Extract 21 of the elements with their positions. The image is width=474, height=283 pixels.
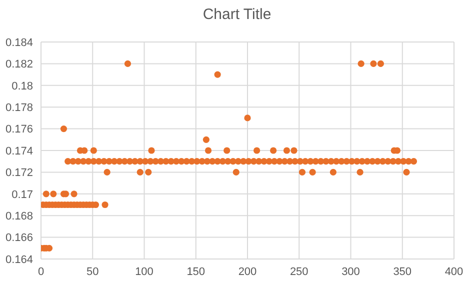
x-tick-label: 150 (186, 266, 206, 278)
y-tick-label: 0.184 (5, 36, 33, 49)
x-tick-label: 350 (393, 266, 412, 278)
y-tick-label: 0.164 (5, 254, 33, 266)
x-tick-label: 200 (238, 266, 257, 278)
chart-title: Chart Title (202, 6, 272, 23)
y-tick-label: 0.182 (5, 58, 33, 71)
y-tick-label: 0.178 (5, 102, 33, 114)
y-tick-label: 0.166 (5, 232, 33, 244)
x-tick-label: 0 (38, 266, 44, 278)
x-tick-label: 300 (342, 266, 360, 278)
x-tick-label: 250 (290, 266, 308, 278)
y-tick-label: 0.18 (12, 80, 33, 92)
x-tick-label: 400 (444, 266, 464, 278)
y-tick-label: 0.17 (12, 188, 33, 201)
y-tick-label: 0.172 (5, 167, 33, 180)
y-tick-label: 0.174 (5, 145, 33, 158)
x-tick-label: 50 (86, 266, 99, 278)
y-tick-label: 0.176 (5, 124, 33, 136)
y-tick-label: 0.168 (5, 210, 33, 223)
x-tick-label: 100 (135, 266, 154, 278)
